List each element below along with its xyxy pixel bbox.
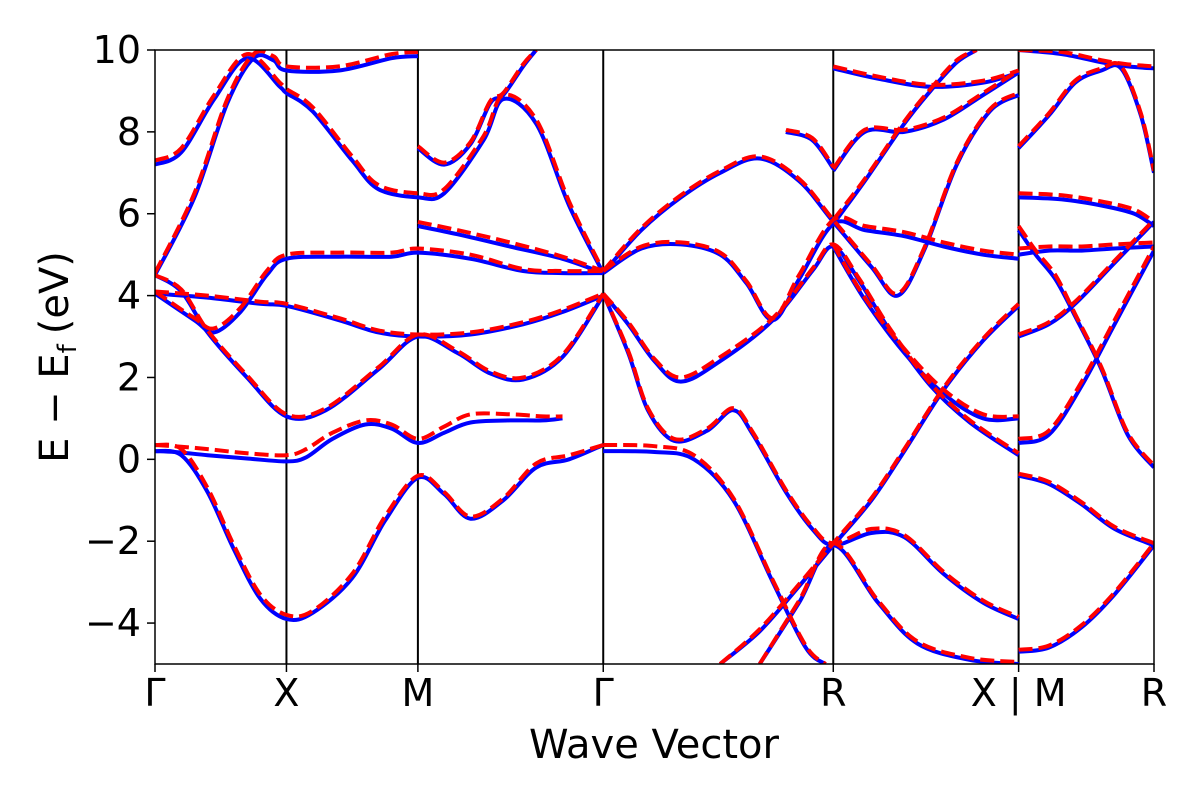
y-axis-label-main: E − E — [32, 353, 78, 463]
band-red-dashed-2 — [155, 273, 605, 419]
band-red-dashed-26 — [1018, 471, 1154, 546]
x-tick-label-1: X — [273, 671, 299, 715]
x-axis-label: Wave Vector — [529, 722, 780, 768]
x-tick-label-6: R — [1141, 671, 1167, 715]
plot-frame — [154, 49, 1155, 665]
band-blue-solid-14 — [718, 304, 1021, 664]
band-blue-solid-4 — [155, 250, 604, 335]
x-tick-label-0: Γ — [144, 671, 165, 715]
band-blue-solid-6 — [155, 56, 605, 275]
band-red-dashed-16 — [831, 243, 1019, 419]
band-red-dashed-9 — [601, 242, 1020, 455]
band-red-dashed-7 — [416, 50, 538, 165]
band-red-dashed-8 — [417, 219, 604, 273]
band-red-dashed-29 — [1018, 50, 1154, 69]
band-red-dashed-3 — [155, 289, 604, 337]
band-blue-solid-25 — [1016, 228, 1154, 469]
band-blue-solid-5 — [155, 53, 419, 277]
band-red-dashed-18 — [785, 127, 835, 168]
x-tick-label-2: M — [401, 671, 434, 715]
y-axis-label-subscript: f — [53, 343, 83, 353]
band-blue-solid-20 — [831, 50, 978, 226]
band-red-dashed-15 — [757, 541, 1019, 664]
band-blue-solid-21 — [1018, 249, 1154, 445]
x-ticks: Γ X M Γ R X | M R — [144, 664, 1167, 716]
high-symmetry-lines — [285, 50, 1020, 664]
band-blue-solid-1 — [155, 443, 604, 623]
band-red-dashed-12 — [601, 91, 1020, 296]
band-red-dashed-6 — [155, 52, 605, 272]
band-blue-solid-24 — [1018, 195, 1154, 228]
band-blue-solid-13 — [603, 449, 827, 664]
x-tick-label-3: Γ — [593, 671, 614, 715]
y-tick-label-5: 6 — [117, 192, 141, 236]
band-blue-solid-0 — [155, 416, 563, 464]
band-blue-solid-12 — [601, 93, 1020, 298]
band-red-dashed-17 — [831, 68, 1020, 170]
band-red-dashed-11 — [602, 215, 1019, 321]
band-red-dashed-28 — [1017, 61, 1154, 172]
y-tick-label-3: 2 — [117, 355, 141, 399]
band-red-dashed-20 — [831, 50, 978, 222]
band-blue-solid-9 — [601, 244, 1020, 457]
band-red-dashed-10 — [601, 292, 1020, 619]
y-ticks: −4 −2 0 2 4 6 8 10 — [85, 28, 155, 645]
band-blue-solid-16 — [831, 245, 1019, 423]
y-axis-label: E − Ef (eV) — [32, 251, 83, 463]
y-axis-label-unit: (eV) — [32, 251, 78, 334]
band-blue-solid-29 — [1018, 50, 1154, 71]
band-red-dashed-0 — [155, 411, 563, 458]
band-red-dashed-25 — [1016, 224, 1154, 467]
band-red-dashed-27 — [1018, 541, 1154, 652]
band-red-dashed-14 — [718, 302, 1021, 664]
band-red-dashed-1 — [155, 442, 604, 619]
x-tick-label-5: X | M — [971, 671, 1067, 716]
band-red-dashed-24 — [1018, 191, 1154, 224]
band-red-dashed-13 — [603, 443, 827, 664]
y-tick-label-0: −4 — [85, 601, 141, 645]
y-tick-label-1: −2 — [85, 519, 141, 563]
band-red-dashed-5 — [155, 50, 419, 274]
band-red-dashed-23 — [1018, 240, 1154, 251]
band-blue-solid-27 — [1018, 544, 1154, 654]
band-red-dashed-4 — [155, 246, 604, 331]
x-tick-label-4: R — [820, 671, 846, 715]
band-blue-solid-28 — [1017, 63, 1154, 174]
band-red-dashed-19 — [832, 64, 1020, 87]
y-tick-label-2: 0 — [117, 437, 141, 481]
band-red-dashed-22 — [1017, 218, 1154, 337]
band-red-dashed-21 — [1018, 245, 1154, 441]
y-tick-label-6: 8 — [117, 110, 141, 154]
y-tick-label-7: 10 — [93, 28, 141, 72]
bands-group — [155, 50, 1154, 664]
y-tick-label-4: 4 — [117, 274, 141, 318]
